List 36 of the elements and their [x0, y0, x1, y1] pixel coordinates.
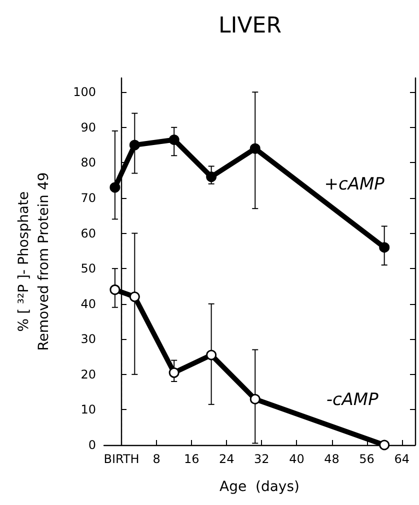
x-tick-label: 16 — [184, 452, 200, 466]
x-tick-label: 40 — [289, 452, 304, 466]
point — [379, 440, 390, 450]
y-tick-label: 20 — [80, 367, 96, 382]
y-tick-label: 60 — [80, 226, 96, 240]
x-tick-label: 8 — [152, 452, 160, 466]
chart-title: LIVER — [218, 14, 282, 38]
y-tick-label: 50 — [80, 262, 96, 276]
point — [206, 350, 217, 360]
point — [250, 143, 260, 154]
x-tick-label: BIRTH — [104, 452, 140, 466]
x-tick-label: 64 — [394, 452, 410, 466]
point — [129, 292, 140, 302]
y-tick-label: 0 — [88, 438, 96, 452]
y-tick-label: 10 — [80, 402, 96, 417]
x-axis-title: Age (days) — [220, 479, 300, 495]
point — [129, 140, 140, 150]
point — [250, 394, 260, 404]
y-tick-label: 80 — [80, 156, 96, 170]
point — [168, 134, 180, 145]
point — [168, 367, 180, 378]
y-tick-label: 100 — [73, 85, 96, 100]
x-tick-label: 24 — [219, 452, 234, 466]
y-tick-label: 70 — [80, 190, 96, 205]
y-tick-label: 90 — [80, 120, 96, 134]
series-label: +cAMP — [324, 174, 386, 194]
y-axis-title: % [ ³²P ]- Phosphate Removed from Protein 49 — [16, 172, 52, 351]
legend-label: -cAMP — [326, 390, 380, 410]
point — [110, 284, 120, 295]
point — [110, 182, 120, 193]
y-tick-label: 40 — [80, 296, 96, 311]
x-tick-label: 32 — [254, 452, 270, 466]
x-tick-label: 48 — [324, 452, 340, 466]
point — [379, 242, 390, 253]
x-tick-label: 56 — [359, 452, 374, 466]
y-tick-label: 30 — [80, 332, 96, 346]
